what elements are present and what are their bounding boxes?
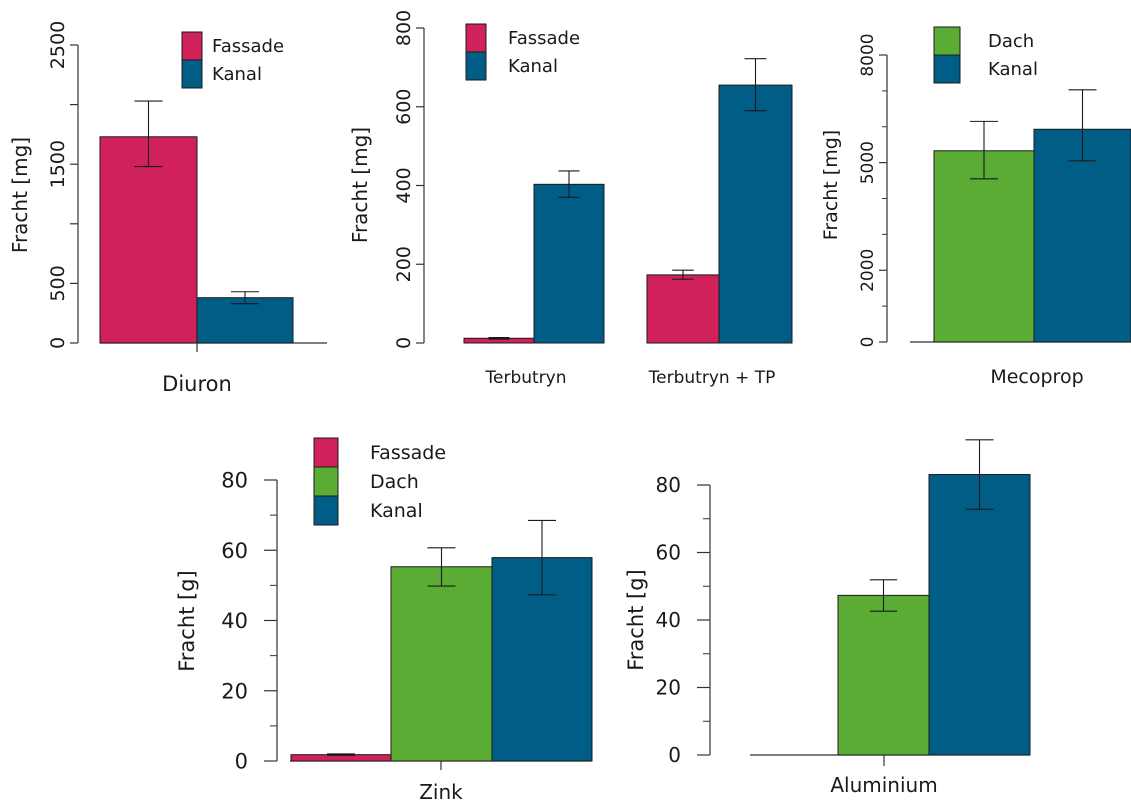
y-tick-label: 0 xyxy=(47,337,69,349)
y-tick-label: 500 xyxy=(47,265,69,301)
bar-fassade xyxy=(100,137,197,343)
legend: Fassade Kanal xyxy=(182,32,284,88)
x-category-label: Mecoprop xyxy=(990,366,1083,388)
y-tick-label: 80 xyxy=(656,473,681,497)
y-tick-label: 8000 xyxy=(858,33,878,76)
legend: Dach Kanal xyxy=(934,27,1038,83)
y-tick-label: 2000 xyxy=(858,249,878,292)
legend-label: Kanal xyxy=(508,56,558,77)
zink-chart: 0 20 40 60 80 Fracht [g] Zink Fassade Dach Kanal xyxy=(175,438,592,804)
terbutryn-chart: 0 200 400 600 800 Fracht [mg] Terbutryn Terbutr… xyxy=(348,10,792,388)
legend-swatch-fassade xyxy=(466,24,486,52)
legend-label: Fassade xyxy=(370,442,446,464)
y-tick-label: 800 xyxy=(393,10,415,46)
bar-dach xyxy=(391,567,492,761)
legend-label: Dach xyxy=(988,31,1034,52)
bar-kanal xyxy=(929,475,1030,755)
legend-swatch-dach xyxy=(314,467,338,496)
y-tick-label: 80 xyxy=(221,469,248,493)
x-category-label: Zink xyxy=(419,780,463,804)
y-tick-label: 40 xyxy=(656,608,681,632)
legend-label: Kanal xyxy=(212,64,262,85)
y-axis-label: Fracht [mg] xyxy=(8,137,32,253)
legend-swatch-kanal xyxy=(182,60,202,88)
legend-swatch-dach xyxy=(934,27,960,55)
legend-swatch-fassade xyxy=(314,438,338,467)
diuron-chart: 0 500 1500 2500 Fracht [mg] Diuron Fassade Kana… xyxy=(8,21,327,396)
x-category-label: Diuron xyxy=(162,372,232,396)
legend-swatch-kanal xyxy=(314,496,338,525)
y-tick-label: 400 xyxy=(393,167,415,203)
bar-dach xyxy=(838,595,929,755)
aluminium-chart: 0 20 40 60 80 Fracht [g] Aluminium xyxy=(624,440,1030,797)
legend-label: Kanal xyxy=(370,500,423,522)
legend: Fassade Dach Kanal xyxy=(314,438,446,525)
y-tick-label: 2500 xyxy=(47,21,69,69)
y-tick-label: 40 xyxy=(221,609,248,633)
bar-kanal xyxy=(719,85,792,343)
y-axis-label: Fracht [g] xyxy=(624,569,648,671)
bar-kanal xyxy=(197,298,293,343)
legend-label: Fassade xyxy=(508,28,580,49)
legend-label: Fassade xyxy=(212,36,284,57)
y-axis-label: Fracht [g] xyxy=(175,570,199,672)
y-axis-label: Fracht [mg] xyxy=(820,130,842,240)
x-category-label: Terbutryn xyxy=(485,368,567,388)
legend-swatch-fassade xyxy=(182,32,202,60)
y-tick-label: 0 xyxy=(858,337,878,348)
bar-kanal xyxy=(534,184,604,343)
y-tick-label: 1500 xyxy=(47,140,69,188)
y-tick-label: 60 xyxy=(656,541,681,565)
legend: Fassade Kanal xyxy=(466,24,580,80)
mecoprop-chart: 0 2000 5000 8000 Fracht [mg] Mecoprop Dach Kana… xyxy=(820,27,1131,388)
y-tick-label: 20 xyxy=(656,676,681,700)
y-tick-label: 0 xyxy=(235,750,248,774)
legend-swatch-kanal xyxy=(466,52,486,80)
y-tick-label: 0 xyxy=(668,743,681,767)
y-axis-label: Fracht [mg] xyxy=(348,127,372,243)
y-tick-label: 5000 xyxy=(858,141,878,184)
x-category-label: Aluminium xyxy=(830,773,937,797)
bar-fassade xyxy=(647,275,719,343)
bar-dach xyxy=(934,151,1034,342)
y-tick-label: 20 xyxy=(221,679,248,703)
y-tick-label: 200 xyxy=(393,246,415,282)
y-tick-label: 60 xyxy=(221,539,248,563)
x-category-label: Terbutryn + TP xyxy=(648,368,776,388)
y-tick-label: 0 xyxy=(393,337,415,349)
legend-swatch-kanal xyxy=(934,55,960,83)
legend-label: Dach xyxy=(370,471,419,493)
legend-label: Kanal xyxy=(988,59,1038,80)
y-tick-label: 600 xyxy=(393,89,415,125)
